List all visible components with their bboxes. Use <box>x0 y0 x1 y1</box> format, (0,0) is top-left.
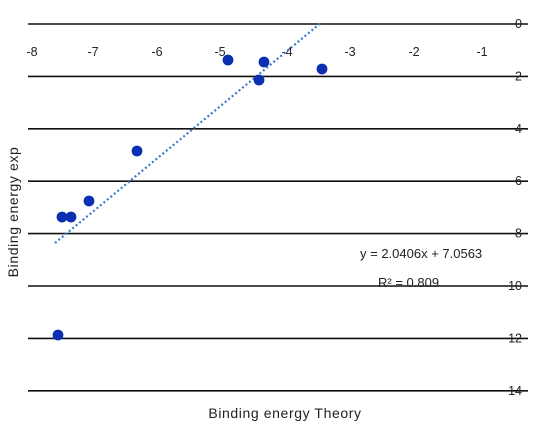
y-tick-label: 14 <box>508 384 522 398</box>
x-tick-labels: -8 -7 -6 -5 -4 -3 -2 -1 <box>26 45 487 59</box>
data-point <box>65 211 77 223</box>
x-tick-label: -8 <box>26 45 37 59</box>
x-tick-label: -5 <box>214 45 225 59</box>
x-tick-label: -1 <box>476 45 487 59</box>
x-tick-label: -7 <box>87 45 98 59</box>
y-tick-label: 10 <box>508 279 522 293</box>
trendline <box>54 21 323 244</box>
r-squared-label: R² = 0.809 <box>378 275 439 290</box>
data-points <box>52 54 328 341</box>
x-axis-title: Binding energy Theory <box>208 405 361 421</box>
gridlines <box>28 23 528 392</box>
y-tick-label: 4 <box>515 122 522 136</box>
y-tick-label: 0 <box>515 17 522 31</box>
x-tick-label: -6 <box>151 45 162 59</box>
x-tick-label: -2 <box>408 45 419 59</box>
y-tick-label: 12 <box>508 331 522 345</box>
y-axis-title: Binding energy exp <box>5 147 21 278</box>
y-tick-labels: 0 2 4 6 8 10 12 14 <box>508 17 522 398</box>
y-tick-label: 2 <box>515 69 522 83</box>
data-point <box>83 195 95 207</box>
y-tick-label: 8 <box>515 227 522 241</box>
data-point <box>222 54 234 66</box>
data-point <box>131 145 143 157</box>
data-point <box>52 329 64 341</box>
x-tick-label: -4 <box>281 45 292 59</box>
trendline-equation: y = 2.0406x + 7.0563 <box>360 246 482 261</box>
data-point <box>56 211 68 223</box>
data-point <box>253 74 265 86</box>
y-tick-label: 6 <box>515 174 522 188</box>
x-tick-label: -3 <box>344 45 355 59</box>
data-point <box>258 56 270 68</box>
data-point <box>316 63 328 75</box>
